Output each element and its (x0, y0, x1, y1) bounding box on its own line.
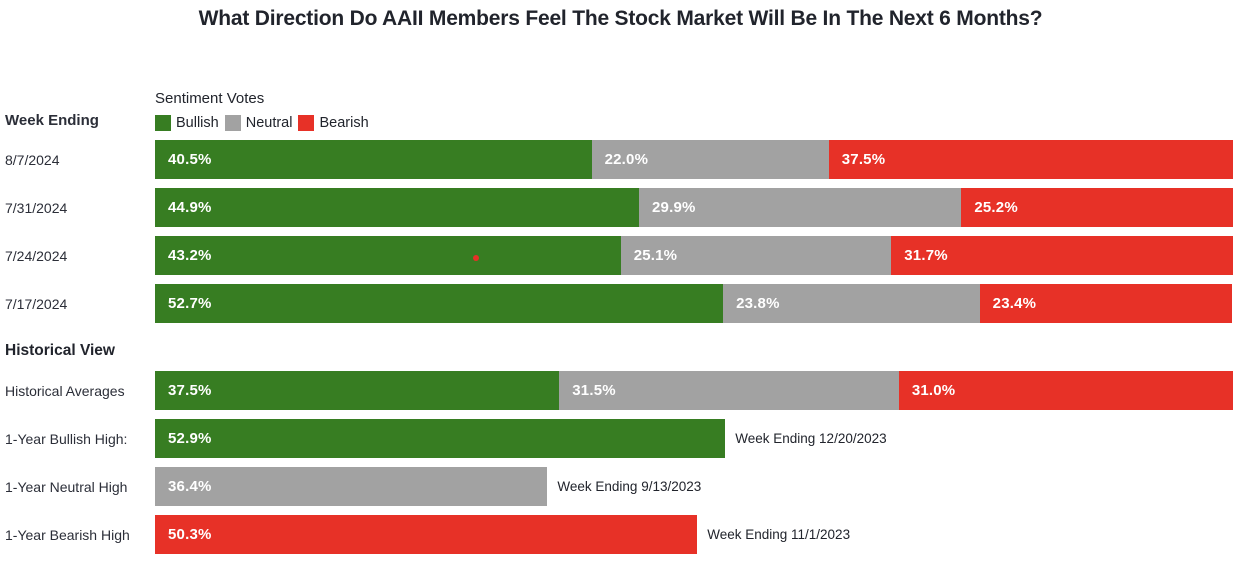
bullish-segment: 43.2% (155, 236, 621, 275)
bullish-segment: 52.7% (155, 284, 724, 323)
chart-header: Week Ending Sentiment Votes Bullish Neut… (0, 90, 1241, 131)
neutral-segment: 29.9% (639, 188, 962, 227)
red-dot-marker (473, 255, 479, 261)
week-ending-column-header: Week Ending (0, 112, 155, 131)
legend-title: Sentiment Votes (155, 90, 265, 107)
neutral-value: 31.5% (572, 382, 616, 399)
neutral-value: 23.8% (736, 295, 780, 312)
bearish-segment: 23.4% (979, 284, 1232, 323)
bearish-high-row: 1-Year Bearish High 50.3% Week Ending 11… (0, 515, 1241, 554)
weekly-bars: 8/7/2024 40.5% 22.0% 37.5% 7/31/2024 44.… (0, 140, 1241, 323)
bearish-high-value: 50.3% (168, 526, 212, 543)
bearish-segment: 25.2% (961, 188, 1233, 227)
bearish-high-segment: 50.3% (155, 515, 698, 554)
legend-label-neutral: Neutral (245, 115, 293, 131)
row-label-date: 8/7/2024 (5, 151, 60, 168)
bullish-high-annotation: Week Ending 12/20/2023 (735, 431, 887, 446)
bullish-segment: 44.9% (155, 188, 640, 227)
bearish-high-annotation: Week Ending 11/1/2023 (707, 527, 851, 542)
neutral-segment: 23.8% (723, 284, 980, 323)
bar-track: 52.9% Week Ending 12/20/2023 (155, 419, 1233, 458)
bar-track: 37.5% 31.5% 31.0% (155, 371, 1233, 410)
bearish-swatch-icon (298, 115, 315, 131)
legend-items: Bullish Neutral Bearish (155, 115, 1241, 131)
neutral-swatch-icon (224, 115, 241, 131)
bullish-segment: 37.5% (155, 371, 560, 410)
sentiment-row: 7/17/2024 52.7% 23.8% 23.4% (0, 284, 1241, 323)
row-label-date: 7/31/2024 (5, 199, 68, 216)
neutral-value: 29.9% (652, 199, 696, 216)
bearish-segment: 37.5% (828, 140, 1233, 179)
bearish-value: 25.2% (974, 199, 1018, 216)
bullish-high-segment: 52.9% (155, 419, 726, 458)
neutral-value: 25.1% (633, 247, 678, 264)
sentiment-row: 7/24/2024 43.2% 25.1% 31.7% (0, 236, 1241, 275)
neutral-high-annotation: Week Ending 9/13/2023 (557, 479, 702, 494)
bullish-value: 40.5% (168, 151, 212, 168)
bullish-value: 52.7% (168, 295, 212, 312)
bar-track: 36.4% Week Ending 9/13/2023 (155, 467, 1233, 506)
bar-track: 44.9% 29.9% 25.2% (155, 188, 1233, 227)
legend-item-bearish: Bearish (298, 115, 369, 131)
bullish-value: 44.9% (168, 199, 212, 216)
neutral-high-row: 1-Year Neutral High 36.4% Week Ending 9/… (0, 467, 1241, 506)
bar-track: 52.7% 23.8% 23.4% (155, 284, 1233, 323)
row-label-historical-averages: Historical Averages (5, 382, 125, 399)
bullish-value: 43.2% (168, 247, 212, 264)
historical-bars: Historical Averages 37.5% 31.5% 31.0% 1-… (0, 371, 1241, 554)
neutral-segment: 25.1% (620, 236, 892, 275)
historical-view-heading: Historical View (5, 342, 115, 359)
legend-label-bearish: Bearish (319, 115, 369, 131)
row-label-neutral-high: 1-Year Neutral High (5, 478, 128, 495)
legend: Sentiment Votes Bullish Neutral Bearish (155, 90, 1241, 131)
bearish-segment: 31.7% (891, 236, 1233, 275)
bar-track: 40.5% 22.0% 37.5% (155, 140, 1233, 179)
legend-item-neutral: Neutral (224, 115, 293, 131)
bearish-value: 31.0% (911, 382, 956, 399)
row-label-date: 7/17/2024 (5, 295, 68, 312)
neutral-segment: 31.5% (559, 371, 899, 410)
sentiment-row: 8/7/2024 40.5% 22.0% 37.5% (0, 140, 1241, 179)
neutral-value: 22.0% (604, 151, 649, 168)
chart-title: What Direction Do AAII Members Feel The … (198, 7, 1043, 30)
sentiment-row: 7/31/2024 44.9% 29.9% 25.2% (0, 188, 1241, 227)
bullish-high-row: 1-Year Bullish High: 52.9% Week Ending 1… (0, 419, 1241, 458)
bullish-segment: 40.5% (155, 140, 592, 179)
bearish-segment: 31.0% (898, 371, 1233, 410)
bullish-high-value: 52.9% (168, 430, 212, 447)
legend-label-bullish: Bullish (176, 115, 219, 131)
neutral-high-segment: 36.4% (155, 467, 548, 506)
bearish-value: 31.7% (904, 247, 948, 264)
bearish-value: 37.5% (841, 151, 886, 168)
row-label-bearish-high: 1-Year Bearish High (5, 526, 130, 543)
neutral-high-value: 36.4% (168, 478, 212, 495)
legend-item-bullish: Bullish (155, 115, 219, 131)
bar-track: 43.2% 25.1% 31.7% (155, 236, 1233, 275)
row-label-bullish-high: 1-Year Bullish High: (5, 430, 128, 447)
bar-track: 50.3% Week Ending 11/1/2023 (155, 515, 1233, 554)
bullish-value: 37.5% (168, 382, 212, 399)
week-ending-label: Week Ending (5, 112, 99, 129)
historical-averages-row: Historical Averages 37.5% 31.5% 31.0% (0, 371, 1241, 410)
bullish-swatch-icon (155, 115, 171, 131)
bearish-value: 23.4% (992, 295, 1037, 312)
row-label-date: 7/24/2024 (5, 247, 68, 264)
neutral-segment: 22.0% (591, 140, 829, 179)
